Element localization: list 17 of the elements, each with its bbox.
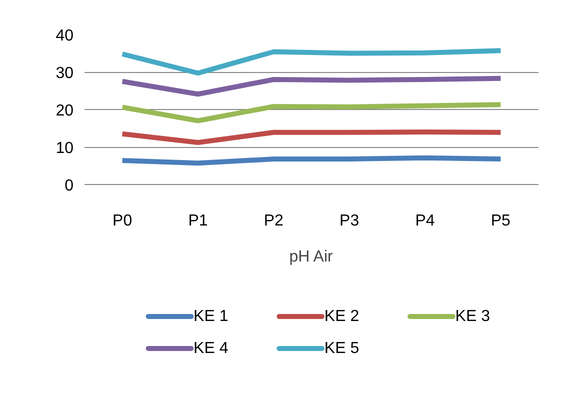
legend-label: KE 1	[194, 308, 228, 325]
legend-label: KE 4	[194, 340, 228, 357]
y-tick-label: 20	[56, 102, 74, 120]
x-tick-label: P5	[490, 212, 511, 230]
x-tick-label: P4	[415, 212, 435, 230]
x-tick-label: P0	[112, 212, 132, 230]
x-axis-title: pH Air	[289, 248, 334, 266]
x-tick-label: P2	[264, 212, 284, 230]
y-tick-label: 40	[56, 28, 74, 44]
y-tick-label: 10	[56, 140, 74, 157]
y-tick-label: 30	[56, 65, 74, 82]
x-tick-label: P1	[188, 212, 208, 230]
legend-label: KE 3	[455, 308, 490, 325]
x-tick-label: P3	[340, 212, 360, 230]
legend-label: KE 2	[324, 308, 360, 325]
y-tick-label: 0	[64, 178, 74, 194]
legend-label: KE 5	[324, 340, 360, 357]
